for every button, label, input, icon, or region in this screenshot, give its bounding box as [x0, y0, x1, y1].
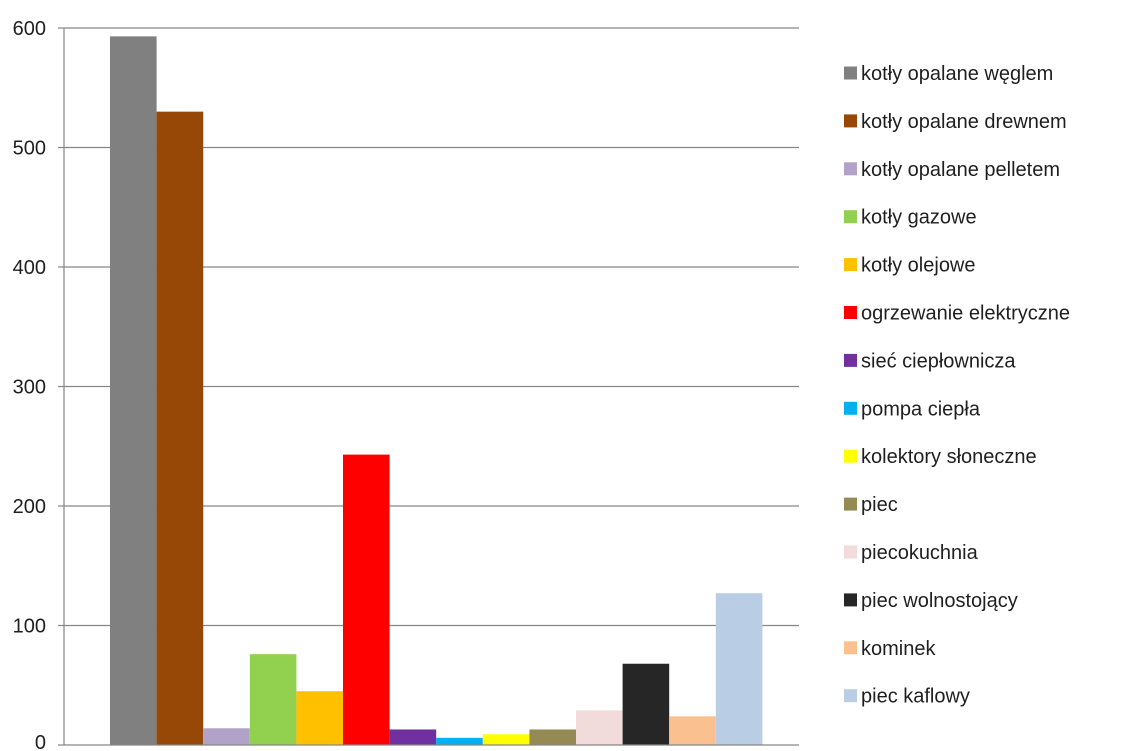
bars — [110, 36, 763, 746]
legend-swatch — [844, 449, 857, 463]
legend-label: kolektory słoneczne — [861, 446, 1037, 468]
legend-swatch — [844, 401, 857, 415]
legend-swatch — [844, 66, 857, 80]
legend-swatch — [844, 545, 857, 559]
legend-item: kotły opalane drewnem — [844, 111, 1067, 133]
y-tick-label: 200 — [13, 496, 46, 518]
legend-item: kolektory słoneczne — [844, 446, 1037, 468]
legend: kotły opalane węglem kotły opalane drewne… — [844, 63, 1070, 708]
legend-label: kotły opalane drewnem — [861, 111, 1067, 133]
legend-label: kominek — [861, 638, 936, 660]
bar-14 — [715, 593, 763, 745]
bar-10 — [529, 729, 576, 745]
bar-4 — [249, 654, 297, 745]
legend-item: kotły olejowe — [844, 255, 976, 277]
legend-item: piec kaflowy — [844, 686, 970, 708]
legend-swatch — [844, 258, 857, 272]
bar-12 — [622, 663, 670, 745]
legend-label: ogrzewanie elektryczne — [861, 303, 1070, 325]
legend-label: kotły opalane pelletem — [861, 159, 1060, 181]
legend-swatch — [844, 497, 857, 511]
bar-13 — [669, 716, 716, 745]
legend-label: kotły gazowe — [861, 207, 977, 229]
bar-8 — [436, 737, 483, 745]
legend-swatch — [844, 641, 857, 655]
legend-swatch — [844, 593, 857, 607]
legend-item: piec wolnostojący — [844, 590, 1018, 612]
y-tick-label: 600 — [13, 18, 46, 40]
axes — [58, 27, 799, 746]
legend-item: piecokuchnia — [844, 542, 979, 564]
legend-swatch — [844, 114, 857, 128]
legend-label: kotły olejowe — [861, 255, 976, 277]
legend-swatch — [844, 306, 857, 319]
bar-9 — [482, 734, 530, 745]
legend-label: piec — [861, 494, 898, 516]
y-tick-label: 300 — [13, 377, 46, 399]
legend-item: kominek — [844, 638, 936, 660]
legend-item: ogrzewanie elektryczne — [844, 303, 1070, 325]
bar-3 — [203, 728, 250, 745]
legend-item: kotły opalane pelletem — [844, 159, 1060, 181]
bar-5 — [296, 691, 343, 745]
y-tick-label: 100 — [13, 616, 46, 638]
legend-label: sieć ciepłownicza — [861, 350, 1016, 372]
y-tick-label: 0 — [35, 732, 46, 751]
legend-item: pompa ciepła — [844, 398, 981, 420]
legend-swatch — [844, 353, 857, 367]
y-tick-label: 400 — [13, 257, 46, 279]
legend-label: piec wolnostojący — [861, 590, 1018, 612]
legend-swatch — [844, 210, 857, 224]
legend-swatch — [844, 689, 857, 703]
y-axis-tick-labels: 0 100 200 300 400 500 600 — [13, 18, 46, 751]
bar-11 — [576, 710, 623, 745]
legend-item: kotły gazowe — [844, 207, 977, 229]
bar-7 — [389, 729, 437, 745]
bar-6 — [343, 454, 390, 745]
bar-1 — [110, 36, 157, 746]
legend-label: kotły opalane węglem — [861, 63, 1053, 85]
legend-label: piec kaflowy — [861, 686, 970, 708]
legend-item: kotły opalane węglem — [844, 63, 1053, 85]
legend-item: sieć ciepłownicza — [844, 350, 1016, 372]
bar-2 — [156, 111, 204, 745]
y-tick-label: 500 — [13, 138, 46, 160]
legend-label: pompa ciepła — [861, 398, 981, 420]
legend-item: piec — [844, 494, 898, 516]
legend-swatch — [844, 162, 857, 176]
legend-label: piecokuchnia — [861, 542, 979, 564]
